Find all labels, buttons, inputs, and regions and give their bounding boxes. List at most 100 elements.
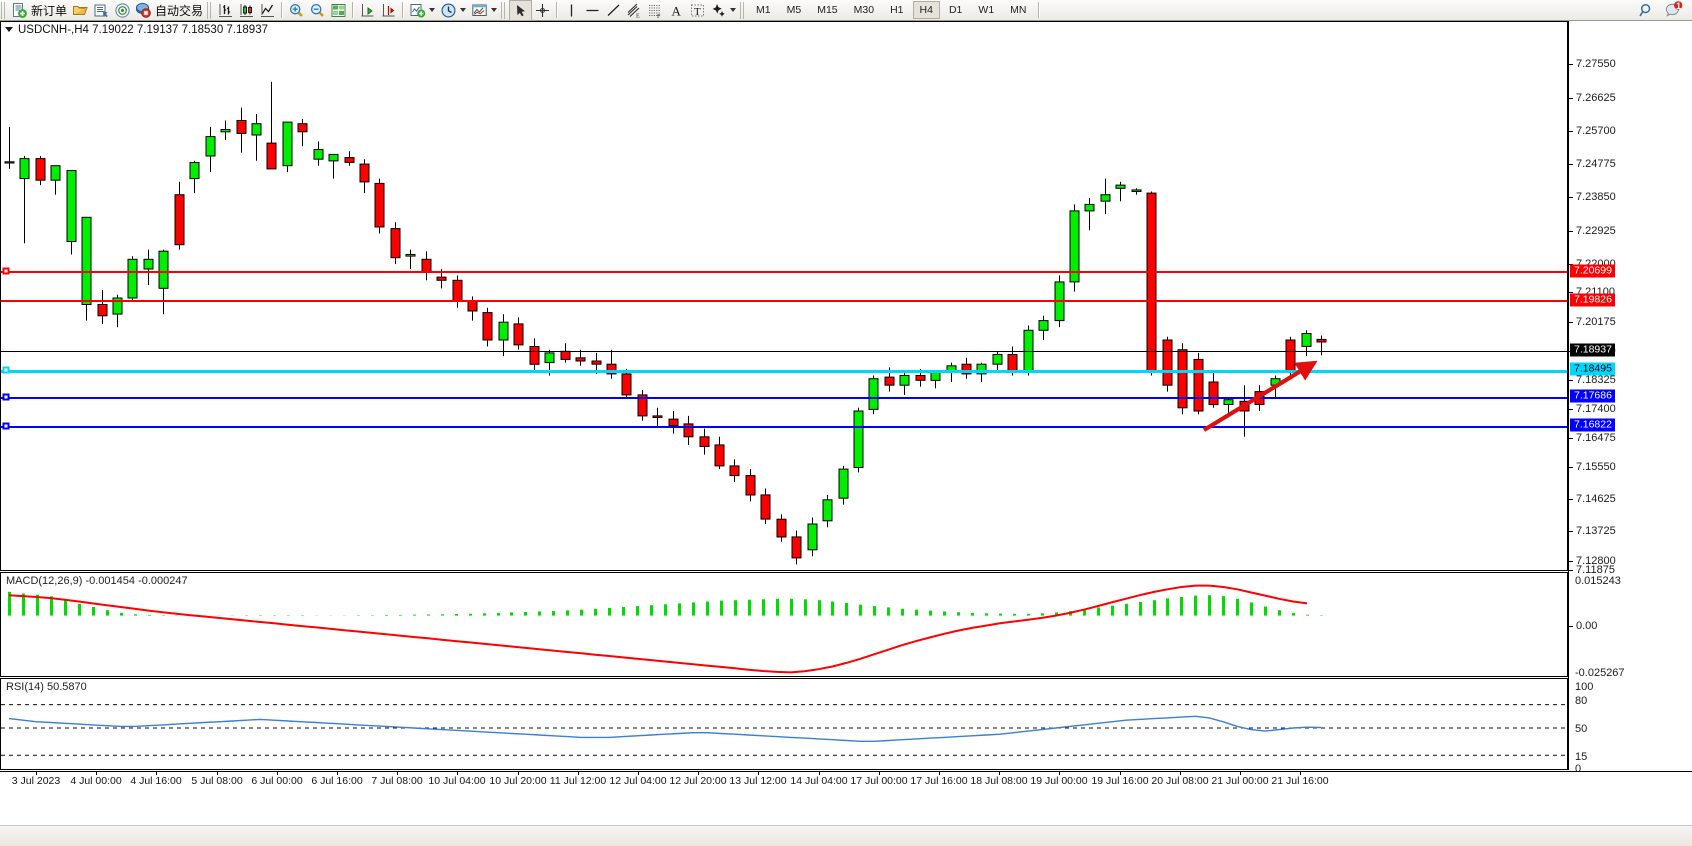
new-order-label[interactable]: 新订单 — [31, 3, 68, 18]
symbol-info-bar[interactable]: USDCNH-,H4 7.19022 7.19137 7.18530 7.189… — [1, 22, 1567, 37]
zoom-in-icon[interactable] — [286, 1, 307, 20]
toolbar-separator-5 — [1037, 2, 1040, 18]
time-tick — [578, 772, 579, 775]
time-label: 20 Jul 08:00 — [1151, 775, 1209, 787]
support-line-1-handle[interactable] — [2, 393, 10, 401]
text-label-icon[interactable]: T — [687, 1, 708, 20]
tile-windows-icon[interactable] — [328, 1, 349, 20]
support-line-2-handle[interactable] — [2, 422, 10, 430]
cyan-level-line-handle[interactable] — [2, 366, 10, 374]
periods-icon[interactable] — [438, 1, 459, 20]
periods-dropdown-caret[interactable] — [460, 8, 467, 12]
support-line-2-label[interactable]: 7.16822 — [1570, 418, 1615, 432]
macd-series — [8, 584, 1323, 674]
support-line-1[interactable] — [1, 397, 1567, 399]
time-label: 18 Jul 08:00 — [970, 775, 1028, 787]
time-label: 11 Jul 12:00 — [549, 775, 607, 787]
resistance-line-1-label[interactable]: 7.20699 — [1570, 264, 1615, 278]
vertical-line-icon[interactable] — [561, 1, 582, 20]
templates-icon[interactable] — [469, 1, 490, 20]
timeframe-m30[interactable]: M30 — [853, 4, 875, 16]
time-label: 12 Jul 20:00 — [669, 775, 727, 787]
macd-indicator-label[interactable]: MACD(12,26,9) -0.001454 -0.000247 — [6, 575, 188, 587]
cursor-icon[interactable] — [509, 0, 533, 21]
support-line-2[interactable] — [1, 426, 1567, 428]
resistance-line-1[interactable] — [1, 271, 1567, 273]
toolbar-grip-2[interactable] — [207, 1, 214, 19]
chart-canvas-area[interactable]: USDCNH-,H4 7.19022 7.19137 7.18530 7.189… — [0, 21, 1692, 825]
toolbar-grip-3[interactable] — [501, 1, 508, 19]
folder-icon[interactable] — [70, 1, 91, 20]
templates-dropdown-caret[interactable] — [491, 8, 498, 12]
support-line-1-label[interactable]: 7.17686 — [1570, 389, 1615, 403]
symbol-dropdown-caret-icon[interactable] — [5, 27, 13, 32]
toolbar-grip-1[interactable] — [1, 1, 7, 19]
rsi-pane[interactable]: RSI(14) 50.5870 — [0, 678, 1568, 770]
resistance-line-2-label[interactable]: 7.19826 — [1570, 293, 1615, 307]
time-tick — [217, 772, 218, 775]
line-chart-icon[interactable] — [257, 1, 278, 20]
equidistant-channel-icon[interactable]: E — [624, 1, 645, 20]
auto-trading-label[interactable]: 自动交易 — [155, 3, 204, 18]
time-label: 4 Jul 00:00 — [70, 775, 122, 787]
price-scale[interactable]: 7.27550 7.26625 7.25700 7.24775 7.23850 … — [1568, 21, 1692, 775]
search-icon[interactable] — [1636, 1, 1657, 20]
time-label: 7 Jul 08:00 — [371, 775, 423, 787]
time-tick — [156, 772, 157, 775]
time-axis[interactable]: 3 Jul 2023 4 Jul 00:00 4 Jul 16:00 5 Jul 08… — [0, 771, 1692, 791]
indicators-dropdown-caret[interactable] — [429, 8, 436, 12]
horizontal-line-icon[interactable] — [582, 1, 603, 20]
crosshair-icon[interactable] — [532, 1, 553, 20]
svg-text:E: E — [636, 13, 640, 19]
price-tick-14: 7.14625 — [1569, 493, 1616, 505]
time-label: 17 Jul 16:00 — [910, 775, 968, 787]
text-icon[interactable]: A — [666, 1, 687, 20]
auto-trading-icon[interactable] — [133, 1, 154, 20]
macd-pane[interactable]: MACD(12,26,9) -0.001454 -0.000247 — [0, 572, 1568, 677]
rsi-indicator-label[interactable]: RSI(14) 50.5870 — [6, 681, 87, 693]
timeframe-d1[interactable]: D1 — [948, 4, 963, 16]
timeframe-h1[interactable]: H1 — [890, 4, 904, 16]
time-tick — [277, 772, 278, 775]
resistance-line-2[interactable] — [1, 300, 1567, 302]
market-watch-icon[interactable] — [112, 1, 133, 20]
price-tick-13: 7.15550 — [1569, 461, 1616, 473]
toolbar-grip-4[interactable] — [740, 1, 747, 19]
data-window-icon[interactable] — [91, 1, 112, 20]
new-order-icon[interactable] — [9, 1, 30, 20]
time-label: 19 Jul 16:00 — [1091, 775, 1149, 787]
toolbar-separator-3 — [402, 2, 405, 18]
toolbar-separator-1 — [281, 2, 284, 18]
auto-scroll-icon[interactable] — [378, 1, 399, 20]
price-tick-8: 7.20175 — [1569, 316, 1616, 328]
annotation-arrow-icon[interactable] — [1, 22, 1567, 570]
timeframe-mn[interactable]: MN — [1010, 4, 1027, 16]
time-tick — [819, 772, 820, 775]
price-tick-0: 7.27550 — [1569, 58, 1616, 70]
notifications-icon[interactable]: 1 — [1663, 1, 1684, 20]
timeframe-h4[interactable]: H4 — [912, 1, 940, 19]
shapes-arrows-icon[interactable] — [708, 1, 729, 20]
chart-shift-icon[interactable] — [357, 1, 378, 20]
price-pane[interactable]: USDCNH-,H4 7.19022 7.19137 7.18530 7.189… — [0, 21, 1568, 571]
shapes-dropdown-caret[interactable] — [730, 8, 737, 12]
cyan-level-line[interactable] — [1, 370, 1567, 373]
fibonacci-retracement-icon[interactable]: F — [645, 1, 666, 20]
timeframe-w1[interactable]: W1 — [978, 4, 995, 16]
cyan-level-line-label[interactable]: 7.18495 — [1570, 362, 1615, 376]
trendline-icon[interactable] — [603, 1, 624, 20]
bar-chart-icon[interactable] — [215, 1, 236, 20]
candlestick-chart-icon[interactable] — [236, 1, 257, 20]
time-tick — [518, 772, 519, 775]
time-tick — [698, 772, 699, 775]
indicators-icon[interactable] — [407, 1, 428, 20]
rsi-tick-50: 50 — [1575, 723, 1588, 735]
rsi-tick-100: 100 — [1575, 681, 1594, 693]
timeframe-m5[interactable]: M5 — [786, 4, 802, 16]
timeframe-m15[interactable]: M15 — [817, 4, 838, 16]
resistance-line-1-handle[interactable] — [2, 267, 10, 275]
zoom-out-icon[interactable] — [307, 1, 328, 20]
timeframe-m1[interactable]: M1 — [756, 4, 771, 16]
main-toolbar: 新订单 — [0, 0, 1692, 21]
notification-badge-count: 1 — [1675, 0, 1681, 11]
